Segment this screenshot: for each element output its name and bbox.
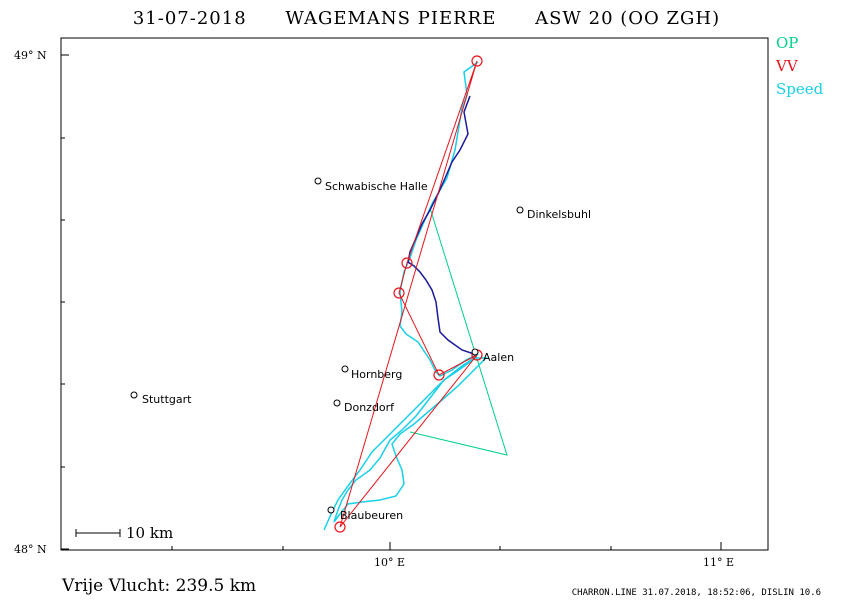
turnpoint-marker: [334, 521, 346, 533]
legend-vv: VV: [776, 57, 798, 75]
place-marker: [327, 506, 335, 514]
place-marker: [516, 206, 524, 214]
route-line: [339, 60, 478, 528]
place-marker: [333, 399, 341, 407]
place-markers: [130, 177, 524, 514]
scale-bar: [75, 529, 121, 537]
flight-date: 31-07-2018: [132, 8, 247, 29]
turnpoint-marker: [433, 369, 445, 381]
place-label: Hornberg: [351, 368, 402, 381]
credit-line: CHARRON.LINE 31.07.2018, 18:52:06, DISLI…: [571, 588, 821, 598]
lon-1-label: 10° E: [374, 556, 405, 569]
lat-top-label: 49° N: [14, 49, 47, 62]
dark-track: [407, 95, 475, 355]
place-label: Schwabische Halle: [325, 180, 428, 193]
place-label: Donzdorf: [344, 401, 395, 414]
place-marker: [130, 391, 138, 399]
map-frame: [60, 37, 769, 551]
lon-2-label: 11° E: [703, 556, 734, 569]
legend-speed: Speed: [776, 80, 824, 98]
pilot-name: WAGEMANS PIERRE: [285, 8, 497, 29]
chart-title: 31-07-2018 WAGEMANS PIERRE ASW 20 (OO ZG…: [0, 8, 853, 29]
place-label: Blaubeuren: [340, 509, 403, 522]
flight-distance: Vrije Vlucht: 239.5 km: [62, 576, 257, 596]
place-label: Dinkelsbuhl: [527, 208, 591, 221]
lat-bottom-label: 48° N: [14, 543, 47, 556]
place-marker: [471, 348, 479, 356]
place-label: Aalen: [483, 351, 514, 364]
scale-label: 10 km: [126, 524, 174, 542]
glider-name: ASW 20 (OO ZGH): [535, 8, 721, 29]
turnpoint-marker: [393, 287, 405, 299]
legend-op: OP: [776, 34, 799, 52]
turnpoint-marker: [471, 55, 483, 67]
turnpoint-marker: [401, 257, 413, 269]
lat-ticks: [61, 54, 722, 550]
place-label: Stuttgart: [142, 393, 192, 406]
place-marker: [341, 365, 349, 373]
place-marker: [314, 177, 322, 185]
speed-track: [323, 61, 488, 531]
op-triangle: [409, 207, 508, 456]
